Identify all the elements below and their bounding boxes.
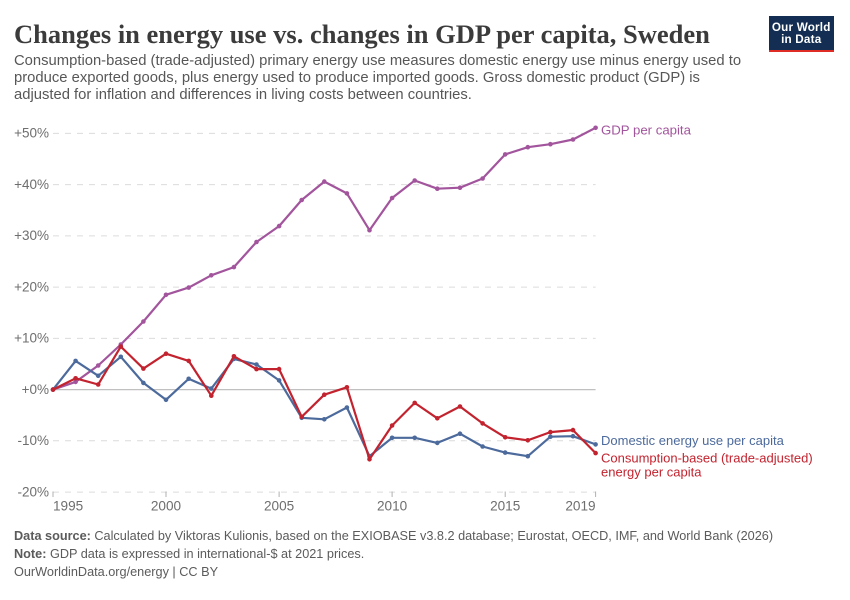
svg-text:energy per capita: energy per capita (601, 465, 702, 480)
svg-text:1995: 1995 (53, 499, 83, 514)
svg-text:2010: 2010 (377, 499, 408, 514)
svg-text:Consumption-based (trade-adjus: Consumption-based (trade-adjusted) (601, 451, 813, 466)
svg-text:+50%: +50% (14, 126, 49, 141)
svg-text:2019: 2019 (565, 499, 595, 514)
svg-text:+30%: +30% (14, 228, 49, 243)
svg-text:+20%: +20% (14, 279, 49, 294)
svg-text:+10%: +10% (14, 331, 49, 346)
svg-text:+0%: +0% (22, 382, 49, 397)
svg-text:2015: 2015 (490, 499, 520, 514)
svg-text:Domestic energy use per capita: Domestic energy use per capita (601, 433, 785, 448)
svg-text:GDP per capita: GDP per capita (601, 122, 692, 137)
svg-text:-10%: -10% (17, 433, 49, 448)
svg-text:+40%: +40% (14, 177, 49, 192)
svg-text:-20%: -20% (17, 484, 49, 499)
svg-text:2005: 2005 (264, 499, 294, 514)
svg-text:2000: 2000 (151, 499, 182, 514)
